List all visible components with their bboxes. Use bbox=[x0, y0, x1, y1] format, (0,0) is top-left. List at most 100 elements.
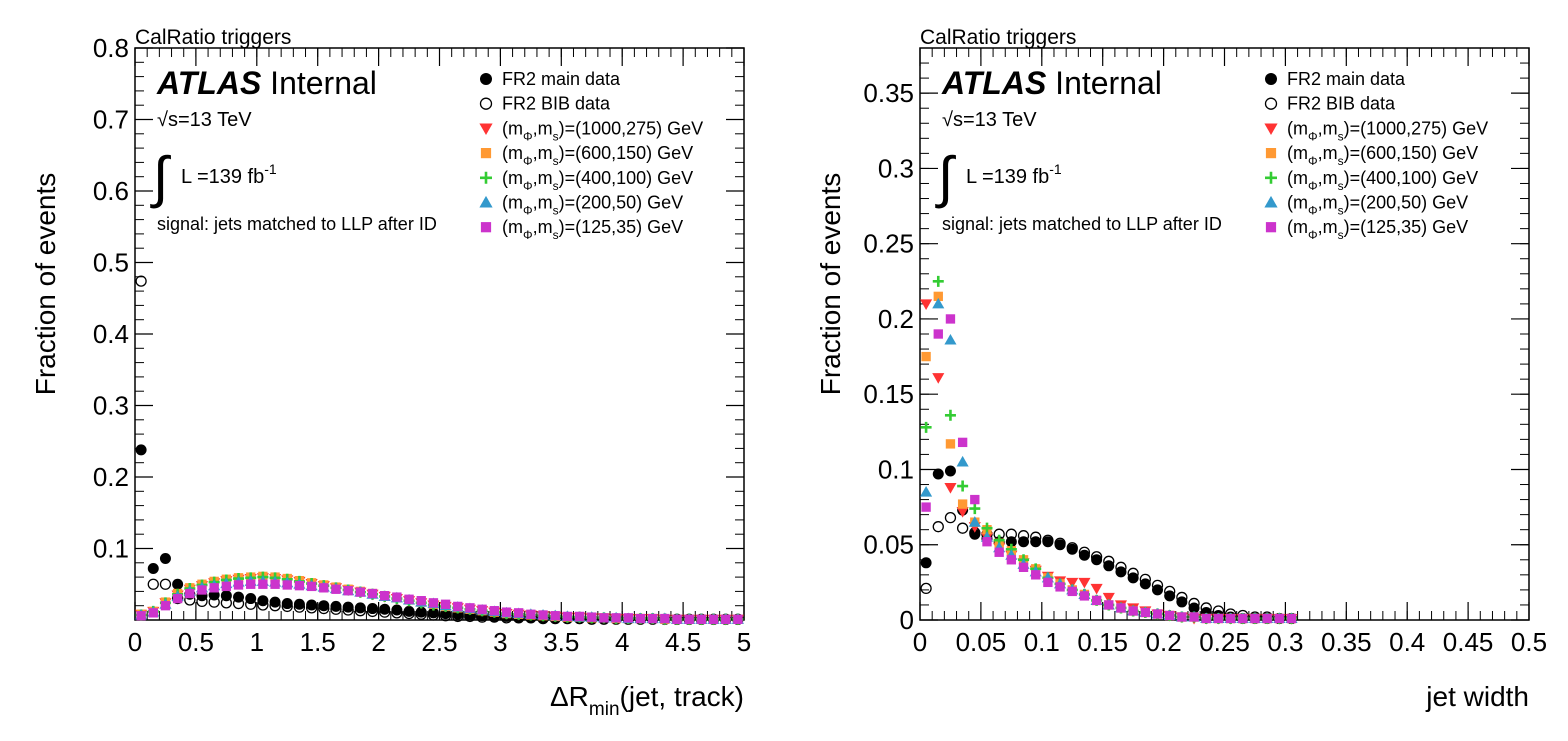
legend-marker bbox=[1264, 97, 1278, 110]
x-axis-label: jet width bbox=[1425, 681, 1529, 712]
legend-text: ,m bbox=[1318, 217, 1338, 237]
data-point bbox=[318, 602, 330, 615]
atlas-label: ATLAS Internal bbox=[941, 65, 1162, 101]
data-point bbox=[343, 586, 353, 596]
data-point bbox=[1140, 607, 1151, 618]
data-point bbox=[513, 608, 524, 618]
legend-text: (m bbox=[1287, 193, 1308, 213]
data-point bbox=[957, 499, 968, 509]
data-point bbox=[1250, 613, 1260, 624]
x-tick-label: 0.25 bbox=[1199, 627, 1250, 657]
legend-marker bbox=[480, 73, 492, 85]
x-tick-label: 1 bbox=[250, 627, 264, 657]
data-point bbox=[932, 521, 944, 533]
data-point bbox=[696, 614, 707, 624]
data-point bbox=[270, 579, 280, 589]
data-point bbox=[318, 600, 330, 612]
data-point bbox=[160, 601, 171, 611]
data-point bbox=[1176, 591, 1188, 604]
legend-sub: Φ bbox=[523, 129, 533, 143]
y-tick-label: 0.8 bbox=[93, 33, 129, 63]
y-tick-label: 0.15 bbox=[863, 379, 914, 409]
legend-text: ,m bbox=[1318, 193, 1338, 213]
data-point bbox=[550, 611, 560, 621]
legend-text: )=(400,100) GeV bbox=[1344, 168, 1479, 188]
series--m-ms-200-50-gev bbox=[920, 297, 1298, 624]
data-point bbox=[1189, 612, 1199, 622]
data-point bbox=[944, 409, 956, 421]
legend-text: (m bbox=[502, 143, 523, 163]
data-point bbox=[159, 553, 171, 565]
data-point bbox=[196, 595, 208, 608]
data-point bbox=[391, 607, 403, 619]
data-point bbox=[945, 439, 956, 449]
legend-sub: s bbox=[553, 179, 559, 193]
data-point bbox=[932, 373, 945, 384]
data-point bbox=[660, 613, 670, 624]
x-tick-label: 0 bbox=[128, 627, 142, 657]
data-point bbox=[944, 333, 957, 345]
data-point bbox=[957, 480, 969, 492]
legend-text: )=(1000,275) GeV bbox=[559, 118, 704, 138]
series--m-ms-125-35-gev bbox=[921, 314, 1297, 624]
data-point bbox=[1201, 613, 1211, 624]
data-point bbox=[994, 547, 1004, 557]
x-tick-label: 4 bbox=[615, 627, 629, 657]
legend-sub: s bbox=[1338, 204, 1344, 218]
legend-entry: (mΦ,ms)=(200,50) GeV bbox=[1287, 193, 1468, 218]
data-point bbox=[956, 455, 969, 467]
energy-label: √s=13 TeV bbox=[942, 109, 1037, 131]
data-point bbox=[172, 578, 184, 590]
y-tick-label: 0.3 bbox=[878, 153, 914, 183]
data-point bbox=[331, 584, 341, 594]
data-point bbox=[453, 601, 463, 612]
lumi-main: L =139 fb bbox=[181, 166, 264, 188]
y-tick-label: 0.2 bbox=[93, 462, 129, 492]
legend-sub: Φ bbox=[1308, 154, 1318, 168]
data-point bbox=[1066, 577, 1079, 589]
data-point bbox=[708, 614, 719, 624]
energy-label: √s=13 TeV bbox=[157, 109, 252, 131]
legend-text: (m bbox=[502, 168, 523, 188]
data-point bbox=[306, 599, 318, 611]
data-point bbox=[282, 580, 292, 590]
data-point bbox=[1103, 555, 1115, 567]
legend-text: ,m bbox=[533, 168, 553, 188]
atlas-label: ATLAS Internal bbox=[156, 65, 377, 101]
data-point bbox=[330, 603, 342, 615]
data-point bbox=[366, 605, 379, 618]
data-point bbox=[269, 600, 281, 612]
data-point bbox=[982, 537, 992, 547]
data-point bbox=[920, 299, 933, 310]
data-point bbox=[220, 597, 233, 609]
legend-marker bbox=[479, 97, 493, 110]
x-tick-label: 0.45 bbox=[1443, 627, 1494, 657]
legend-text: (m bbox=[502, 193, 523, 213]
x-tick-label: 0.15 bbox=[1077, 627, 1128, 657]
data-point bbox=[932, 297, 945, 309]
x-tick-label: 3 bbox=[493, 627, 507, 657]
legend-text: ,m bbox=[533, 143, 553, 163]
chart-panel-left: 0 0.5 1 1.5 2 2.5 3 3.5 4 4.5 5 0.1 0.2 0.3 0.4 0.5 0.6 0… bbox=[30, 26, 751, 720]
legend-entry: (mΦ,ms)=(125,35) GeV bbox=[1287, 217, 1468, 242]
legend-text: ,m bbox=[533, 193, 553, 213]
data-point bbox=[1177, 612, 1187, 622]
data-point bbox=[269, 596, 281, 608]
data-point bbox=[1152, 609, 1163, 619]
legend-entry: FR2 BIB data bbox=[502, 94, 611, 114]
legend-sub: Φ bbox=[1308, 228, 1318, 242]
x-tick-label: 0.3 bbox=[1267, 627, 1303, 657]
legend-text: FR2 main data bbox=[502, 69, 621, 89]
y-tick-label: 0.4 bbox=[93, 319, 129, 349]
data-point bbox=[354, 605, 366, 617]
y-tick-label: 0.7 bbox=[93, 105, 129, 135]
legend-entry: (mΦ,ms)=(200,50) GeV bbox=[502, 193, 683, 218]
y-tick-label: 0.6 bbox=[93, 176, 129, 206]
legend-sub: Φ bbox=[1308, 129, 1318, 143]
data-point bbox=[957, 437, 968, 448]
x-tick-label: 3.5 bbox=[543, 627, 579, 657]
signal-note: signal: jets matched to LLP after ID bbox=[157, 214, 437, 234]
atlas-label-internal: Internal bbox=[261, 65, 377, 101]
atlas-label-bold: ATLAS bbox=[941, 65, 1047, 101]
data-point bbox=[379, 603, 391, 615]
